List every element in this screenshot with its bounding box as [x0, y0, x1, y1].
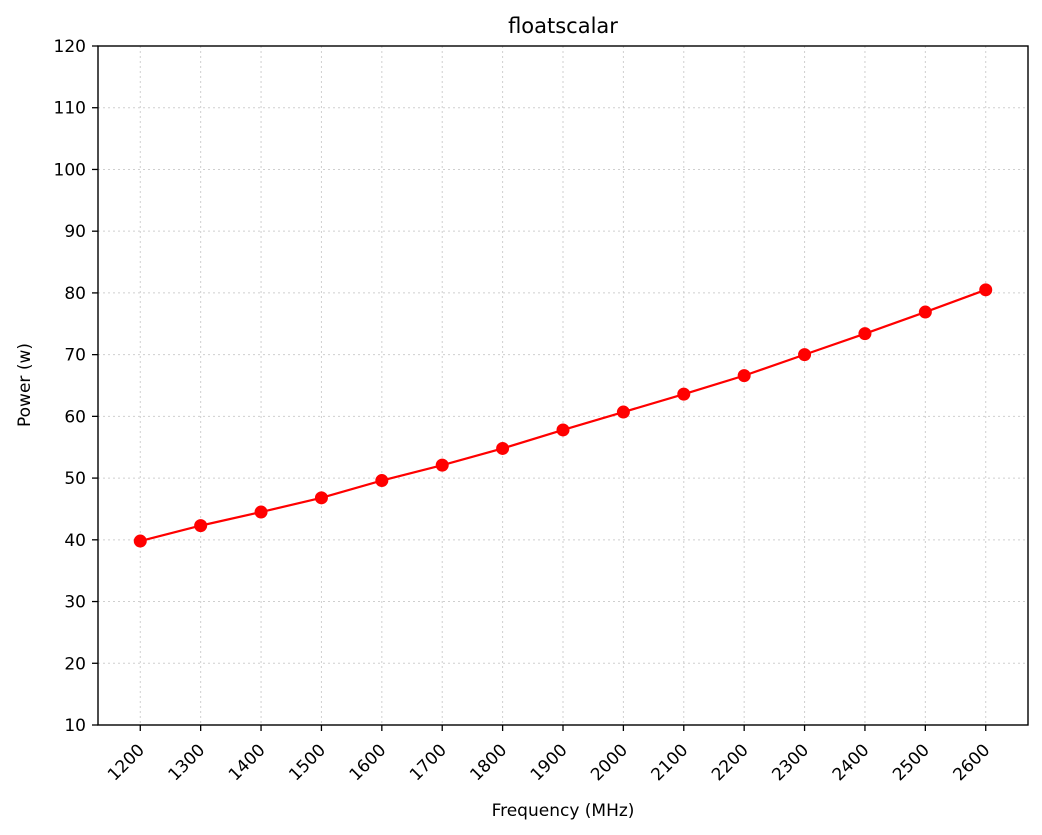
y-tick-label: 40 [64, 531, 86, 551]
x-tick-label: 1800 [466, 740, 511, 785]
x-tick-label: 2600 [950, 740, 995, 785]
y-tick-label: 70 [64, 346, 86, 366]
y-axis-label: Power (w) [15, 343, 35, 427]
ticks-layer: 1200 1300 1400 1500 1600 1700 1800 1900 2000 2100… [54, 37, 995, 785]
y-tick-label: 60 [64, 407, 86, 427]
data-point [314, 491, 328, 505]
data-point [496, 441, 510, 455]
x-tick-label: 1400 [225, 740, 270, 785]
y-tick-label: 110 [54, 99, 86, 119]
data-point [858, 327, 872, 341]
x-tick-label: 1200 [104, 740, 149, 785]
data-point [616, 405, 630, 419]
x-tick-label: 1500 [285, 740, 330, 785]
x-tick-label: 1700 [406, 740, 451, 785]
y-tick-label: 50 [64, 469, 86, 489]
x-tick-label: 2400 [829, 740, 874, 785]
series-layer [133, 283, 993, 548]
grid-layer [98, 45, 1028, 726]
x-tick-label: 2500 [889, 740, 934, 785]
data-point [737, 369, 751, 383]
y-tick-label: 120 [54, 37, 86, 57]
x-tick-label: 2000 [587, 740, 632, 785]
data-point [375, 474, 389, 488]
data-point [979, 283, 993, 297]
x-tick-label: 2200 [708, 740, 753, 785]
data-point [254, 505, 268, 519]
data-point [798, 348, 812, 362]
y-tick-label: 80 [64, 284, 86, 304]
y-tick-label: 20 [64, 654, 86, 674]
y-tick-label: 90 [64, 222, 86, 242]
data-point [194, 519, 208, 533]
x-tick-label: 1900 [527, 740, 572, 785]
data-point [133, 534, 147, 548]
data-point [556, 423, 570, 437]
x-tick-label: 2300 [768, 740, 813, 785]
data-point [435, 458, 449, 472]
data-point [918, 305, 932, 319]
x-tick-label: 1600 [346, 740, 391, 785]
data-point [677, 387, 691, 401]
y-tick-label: 100 [54, 160, 86, 180]
chart-title: floatscalar [508, 14, 618, 38]
y-tick-label: 30 [64, 593, 86, 613]
x-axis-label: Frequency (MHz) [492, 801, 635, 821]
x-tick-label: 1300 [164, 740, 209, 785]
x-tick-label: 2100 [648, 740, 693, 785]
y-tick-label: 10 [64, 716, 86, 736]
